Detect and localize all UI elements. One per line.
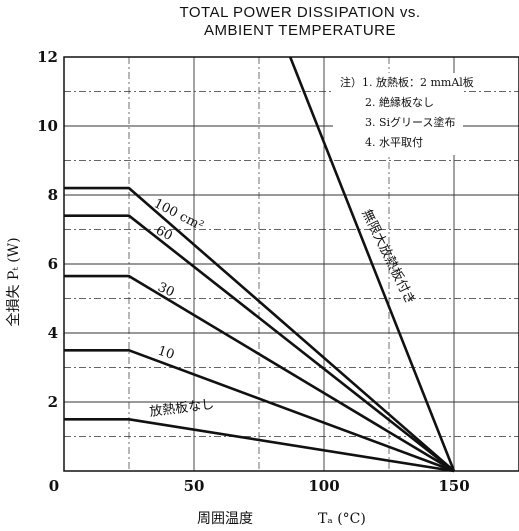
chart-title-line1: TOTAL POWER DISSIPATION vs. bbox=[179, 4, 421, 21]
note-line: 4. 水平取付 bbox=[365, 136, 423, 149]
x-tick-label: 0 bbox=[49, 477, 59, 495]
series-line bbox=[64, 214, 455, 473]
series-line bbox=[64, 274, 455, 473]
y-tick-label: 6 bbox=[48, 255, 58, 273]
notes-background bbox=[333, 73, 463, 155]
x-tick-label: 50 bbox=[184, 477, 205, 495]
y-tick-label: 4 bbox=[48, 324, 58, 342]
y-tick-label: 12 bbox=[37, 48, 58, 66]
series-line bbox=[64, 417, 455, 473]
note-line: 2. 絶縁板なし bbox=[365, 95, 434, 109]
note-line: 3. Siグリース塗布 bbox=[365, 115, 456, 129]
x-tick-label: 150 bbox=[438, 477, 469, 495]
note-line: 注）1. 放熱板：2 mmAl板 bbox=[340, 75, 474, 89]
notes-box: 注）1. 放熱板：2 mmAl板 2. 絶縁板なし 3. Siグリース塗布 4. 水平… bbox=[333, 73, 474, 155]
grid bbox=[64, 57, 519, 471]
y-tick-label: 8 bbox=[48, 186, 58, 204]
series-line bbox=[64, 348, 455, 473]
y-tick-label: 2 bbox=[48, 393, 58, 411]
series-label-30: 30 bbox=[155, 280, 176, 300]
series-label-10: 10 bbox=[156, 344, 176, 363]
x-axis-label-symbol: Tₐ (°C) bbox=[318, 511, 366, 527]
x-tick-label: 100 bbox=[308, 477, 339, 495]
series-label-infinite: 無限大放熱板付き bbox=[358, 207, 417, 307]
curves bbox=[64, 56, 456, 473]
y-tick-label: 10 bbox=[37, 117, 58, 135]
series-label-none: 放熱板なし bbox=[149, 397, 215, 420]
chart-title-line2: AMBIENT TEMPERATURE bbox=[203, 22, 397, 39]
x-axis-label-main: 周囲温度 bbox=[197, 511, 253, 527]
axis-ticks: 0 50 100 150 2 4 6 8 10 12 bbox=[37, 48, 470, 495]
y-axis-label: 全損失 Pₜ (W) bbox=[5, 237, 22, 326]
series-line bbox=[288, 56, 456, 472]
series-label-60: 60 bbox=[153, 223, 175, 244]
series-line bbox=[64, 186, 455, 472]
